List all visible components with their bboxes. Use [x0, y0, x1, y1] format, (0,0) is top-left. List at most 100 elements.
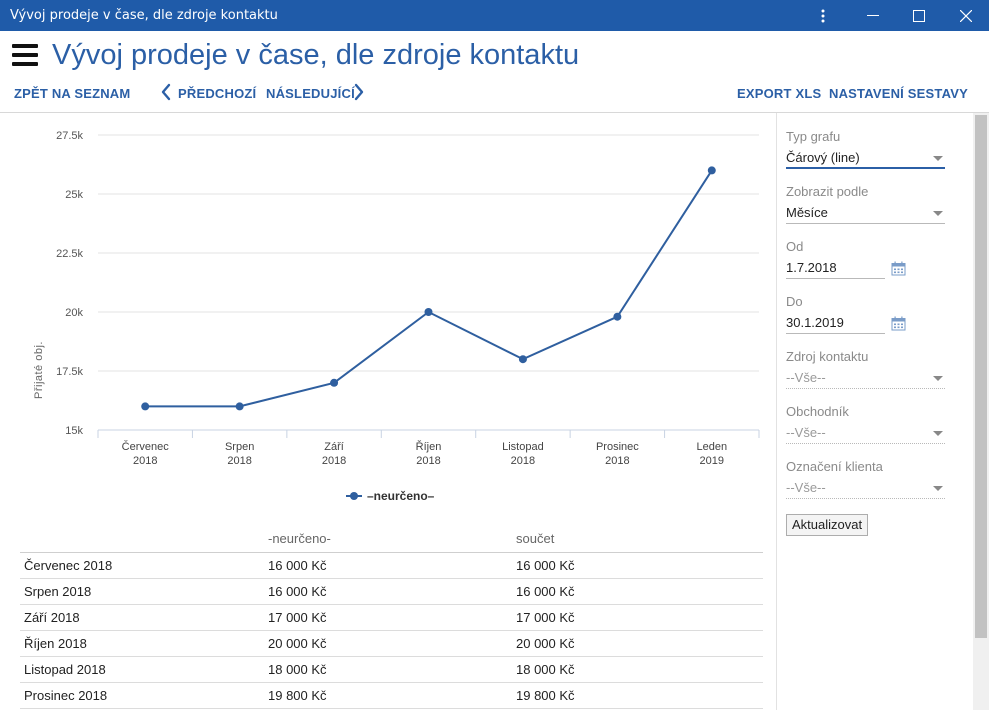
table-cell-value: 19 800 Kč [264, 682, 512, 709]
chart-type-select[interactable]: Čárový (line) [786, 147, 945, 169]
previous-link[interactable]: PŘEDCHOZÍ [178, 86, 257, 101]
table-cell-period: Červenec 2018 [20, 552, 264, 579]
to-date-value: 30.1.2019 [786, 315, 844, 330]
chevron-down-icon [933, 486, 943, 491]
y-tick-label: 22.5k [56, 248, 83, 260]
data-point[interactable] [613, 312, 622, 321]
group-by-select[interactable]: Měsíce [786, 202, 945, 224]
to-date-label: Do [786, 294, 803, 309]
group-by-value: Měsíce [786, 205, 828, 220]
x-tick-label: Prosinec 2018 [596, 441, 639, 467]
table-cell-total: 18 000 Kč [512, 656, 763, 683]
calendar-icon[interactable] [891, 261, 906, 276]
chart-type-label: Typ grafu [786, 129, 841, 144]
next-link[interactable]: NÁSLEDUJÍCÍ [266, 86, 355, 101]
table-cell-period: Prosinec 2018 [20, 682, 264, 709]
y-tick-label: 25k [65, 189, 83, 201]
report-settings-link[interactable]: NASTAVENÍ SESTAVY [829, 86, 968, 101]
chevron-down-icon [933, 156, 943, 161]
chart-legend[interactable]: –neurčeno– [346, 489, 435, 503]
export-xls-link[interactable]: EXPORT XLS [737, 86, 822, 101]
table-cell-value: 16 000 Kč [264, 552, 512, 579]
client-tag-value: --Vše-- [786, 480, 826, 495]
x-tick-label: Červenec 2018 [122, 440, 170, 467]
salesman-label: Obchodník [786, 404, 849, 419]
from-date-input[interactable]: 1.7.2018 [786, 257, 885, 279]
x-tick-label: Září 2018 [322, 441, 346, 467]
table-row: Červenec 2018 16 000 Kč 16 000 Kč [20, 552, 763, 579]
table-cell-value: 20 000 Kč [264, 630, 512, 657]
x-tick-label: Leden 2019 [696, 441, 727, 467]
table-row: Srpen 2018 16 000 Kč 16 000 Kč [20, 578, 763, 605]
table-row: Prosinec 2018 19 800 Kč 19 800 Kč [20, 682, 763, 709]
table-row: Listopad 2018 18 000 Kč 18 000 Kč [20, 656, 763, 683]
window-titlebar: Vývoj prodeje v čase, dle zdroje kontakt… [0, 0, 989, 31]
minimize-icon[interactable] [850, 0, 896, 31]
data-point[interactable] [518, 355, 527, 364]
vertical-scrollbar[interactable] [973, 113, 989, 710]
table-row: Září 2018 17 000 Kč 17 000 Kč [20, 604, 763, 631]
data-table: -neurčeno- součet Červenec 2018 16 000 K… [20, 525, 763, 709]
line-chart: 15k 17.5k 20k 22.5k 25k 27.5k Červenec 2018 Srp… [33, 130, 760, 503]
chevron-down-icon [933, 431, 943, 436]
table-cell-value: 16 000 Kč [264, 578, 512, 605]
y-tick-label: 20k [65, 307, 83, 319]
page-title: Vývoj prodeje v čase, dle zdroje kontakt… [52, 39, 580, 71]
data-point[interactable] [707, 166, 716, 175]
update-button[interactable]: Aktualizovat [786, 514, 869, 536]
scrollbar-thumb[interactable] [975, 115, 987, 638]
menu-icon[interactable] [12, 44, 38, 66]
table-cell-period: Srpen 2018 [20, 578, 264, 605]
maximize-icon[interactable] [896, 0, 942, 31]
x-tick-label: Listopad 2018 [502, 441, 544, 467]
x-tick-label: Říjen 2018 [416, 440, 442, 467]
chevron-right-icon[interactable] [353, 83, 365, 101]
table-cell-period: Říjen 2018 [20, 630, 264, 657]
table-header-cell: -neurčeno- [264, 525, 512, 553]
x-tick-label: Srpen 2018 [225, 441, 254, 467]
table-cell-total: 16 000 Kč [512, 578, 763, 605]
more-options-icon[interactable] [800, 0, 846, 31]
chart-grid [98, 134, 759, 372]
legend-label[interactable]: –neurčeno– [367, 489, 435, 503]
filter-panel: Typ grafu Čárový (line) Zobrazit podle M… [776, 113, 973, 710]
data-point[interactable] [235, 402, 244, 411]
table-cell-total: 20 000 Kč [512, 630, 763, 657]
group-by-label: Zobrazit podle [786, 184, 869, 199]
page-header: Vývoj prodeje v čase, dle zdroje kontakt… [0, 31, 989, 113]
close-icon[interactable] [943, 0, 989, 31]
contact-source-select[interactable]: --Vše-- [786, 367, 945, 389]
chart-type-value: Čárový (line) [786, 150, 860, 165]
to-date-input[interactable]: 30.1.2019 [786, 312, 885, 334]
client-tag-select[interactable]: --Vše-- [786, 477, 945, 499]
x-axis: Červenec 2018 Srpen 2018 Září 2018 Říjen 2018 Li… [97, 429, 760, 467]
table-cell-period: Září 2018 [20, 604, 264, 631]
client-tag-label: Označení klienta [786, 459, 883, 474]
y-tick-label: 17.5k [56, 366, 83, 378]
table-cell-period: Listopad 2018 [20, 656, 264, 683]
data-point[interactable] [424, 308, 433, 316]
table-header-cell [20, 525, 264, 553]
window-title: Vývoj prodeje v čase, dle zdroje kontakt… [10, 8, 278, 23]
from-date-label: Od [786, 239, 804, 254]
y-axis-ticks: 15k 17.5k 20k 22.5k 25k 27.5k [56, 130, 83, 437]
data-point[interactable] [141, 402, 150, 411]
contact-source-value: --Vše-- [786, 370, 826, 385]
back-to-list-link[interactable]: ZPĚT NA SEZNAM [14, 86, 131, 101]
table-cell-value: 18 000 Kč [264, 656, 512, 683]
main-content: 15k 17.5k 20k 22.5k 25k 27.5k Červenec 2018 Srp… [0, 113, 776, 710]
chevron-left-icon[interactable] [160, 83, 172, 101]
y-tick-label: 15k [65, 425, 83, 437]
legend-marker [350, 492, 358, 500]
data-point[interactable] [330, 378, 339, 387]
chevron-down-icon [933, 376, 943, 381]
contact-source-label: Zdroj kontaktu [786, 349, 869, 364]
table-cell-total: 16 000 Kč [512, 552, 763, 579]
table-header-cell: součet [512, 525, 763, 553]
calendar-icon[interactable] [891, 316, 906, 331]
y-tick-label: 27.5k [56, 130, 83, 142]
y-axis-label: Přijaté obj. [33, 341, 45, 399]
salesman-select[interactable]: --Vše-- [786, 422, 945, 444]
chevron-down-icon [933, 211, 943, 216]
table-row: Říjen 2018 20 000 Kč 20 000 Kč [20, 630, 763, 657]
